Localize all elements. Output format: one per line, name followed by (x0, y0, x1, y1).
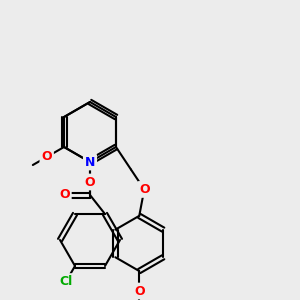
Text: O: O (59, 188, 70, 202)
Text: O: O (85, 176, 95, 188)
Text: N: N (85, 155, 95, 169)
Text: Cl: Cl (59, 275, 73, 288)
Text: O: O (134, 284, 145, 298)
Text: O: O (41, 151, 52, 164)
Text: O: O (139, 183, 150, 196)
